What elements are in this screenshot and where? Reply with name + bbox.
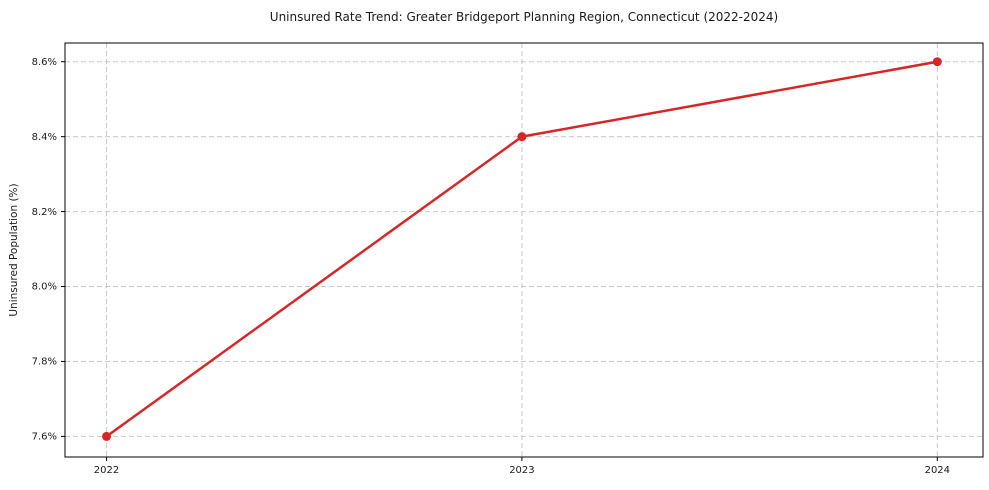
data-point-2023 bbox=[517, 132, 527, 142]
x-tick-label: 2023 bbox=[509, 465, 534, 476]
y-tick-label: 8.2% bbox=[32, 207, 57, 218]
y-tick-label: 8.6% bbox=[32, 57, 57, 68]
y-tick-label: 7.6% bbox=[32, 432, 57, 443]
data-point-2022 bbox=[102, 431, 112, 441]
plot-border bbox=[64, 42, 984, 458]
chart-title: Uninsured Rate Trend: Greater Bridgeport… bbox=[269, 10, 779, 24]
y-tick-label: 8.0% bbox=[32, 282, 57, 293]
y-tick-label: 7.8% bbox=[32, 357, 57, 368]
x-tick-label: 2022 bbox=[94, 465, 119, 476]
y-tick-label: 8.4% bbox=[32, 132, 57, 143]
x-tick-label: 2024 bbox=[925, 465, 950, 476]
data-point-2024 bbox=[932, 57, 942, 67]
y-axis-label: Uninsured Population (%) bbox=[8, 183, 20, 317]
